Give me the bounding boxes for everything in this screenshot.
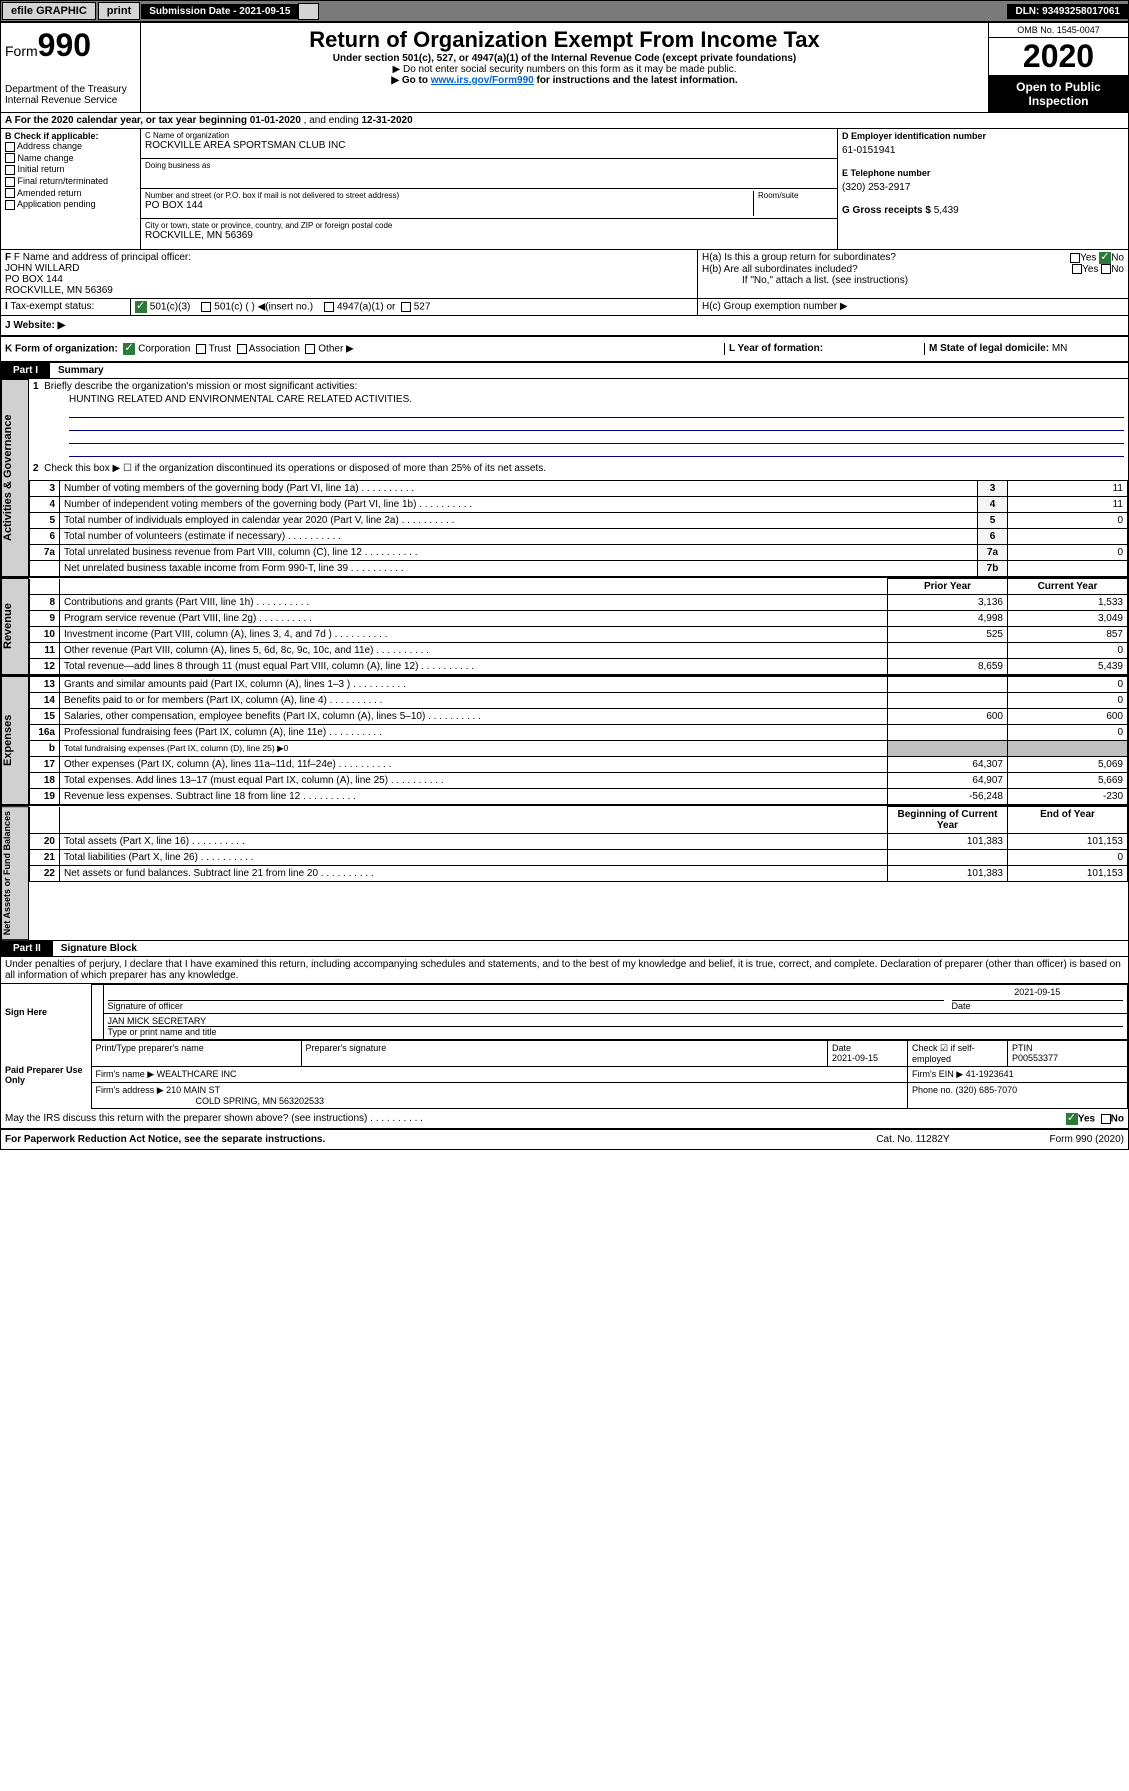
initial-return-checkbox[interactable] [5, 165, 15, 175]
final-return-checkbox[interactable] [5, 177, 15, 187]
discuss-yes-checkbox [1066, 1113, 1078, 1125]
tax-year: 2020 [989, 38, 1128, 76]
top-toolbar: efile GRAPHIC print Submission Date - 20… [0, 0, 1129, 22]
netassets-table: Beginning of Current YearEnd of Year20To… [29, 806, 1128, 882]
domicile-state: MN [1052, 343, 1068, 354]
period-row: A For the 2020 calendar year, or tax yea… [1, 113, 1128, 129]
efile-button[interactable]: efile GRAPHIC [2, 2, 96, 20]
name-change-checkbox[interactable] [5, 153, 15, 163]
revenue-table: Prior YearCurrent Year8Contributions and… [29, 578, 1128, 675]
form-title: Return of Organization Exempt From Incom… [145, 27, 984, 53]
officer-name: JOHN WILLARD [5, 263, 693, 274]
officer-addr1: PO BOX 144 [5, 274, 693, 285]
section-c: C Name of organization ROCKVILLE AREA SP… [141, 129, 838, 249]
firm-addr: 210 MAIN ST [166, 1085, 220, 1095]
k-row: K Form of organization: Corporation Trus… [1, 337, 1128, 363]
section-b: B Check if applicable: Address change Na… [1, 129, 141, 249]
org-name: ROCKVILLE AREA SPORTSMAN CLUB INC [145, 140, 833, 151]
dln-label: DLN: 93493258017061 [1007, 4, 1128, 19]
section-d: D Employer identification number 61-0151… [838, 129, 1128, 249]
group-return-no-checkbox [1099, 252, 1111, 264]
governance-section: Activities & Governance 1 Briefly descri… [1, 379, 1128, 578]
corp-checkbox [123, 343, 135, 355]
city-state-zip: ROCKVILLE, MN 56369 [145, 230, 833, 241]
irs-label: Internal Revenue Service [5, 95, 136, 106]
form-990: Form990 Department of the Treasury Inter… [0, 22, 1129, 1150]
paid-preparer-block: Paid Preparer Use Only Print/Type prepar… [1, 1040, 1128, 1109]
form-goto: ▶ Go to www.irs.gov/Form990 for instruct… [145, 75, 984, 86]
firm-phone: (320) 685-7070 [956, 1085, 1018, 1095]
addr-change-checkbox[interactable] [5, 142, 15, 152]
officer-printed-name: JAN MICK SECRETARY [108, 1016, 1124, 1027]
submission-blank [298, 3, 319, 20]
sign-here-block: Sign Here Signature of officer 2021-09-1… [1, 984, 1128, 1040]
expenses-section: Expenses 13Grants and similar amounts pa… [1, 676, 1128, 806]
expenses-table: 13Grants and similar amounts paid (Part … [29, 676, 1128, 805]
firm-name: WEALTHCARE INC [157, 1069, 237, 1079]
telephone: (320) 253-2917 [842, 178, 1124, 205]
governance-label: Activities & Governance [1, 379, 29, 577]
website-row: J Website: ▶ [1, 316, 1128, 337]
mission-text: HUNTING RELATED AND ENVIRONMENTAL CARE R… [29, 394, 1128, 405]
prep-date: 2021-09-15 [832, 1053, 903, 1063]
print-button[interactable]: print [98, 2, 140, 20]
perjury-declaration: Under penalties of perjury, I declare th… [1, 957, 1128, 984]
form-word: Form [5, 43, 38, 59]
amended-return-checkbox[interactable] [5, 188, 15, 198]
ein: 61-0151941 [842, 141, 1124, 168]
irs-link[interactable]: www.irs.gov/Form990 [431, 75, 534, 86]
entity-info-row: B Check if applicable: Address change Na… [1, 129, 1128, 250]
officer-row: F F Name and address of principal office… [1, 250, 1128, 299]
form-header: Form990 Department of the Treasury Inter… [1, 23, 1128, 113]
form-footer: For Paperwork Reduction Act Notice, see … [1, 1130, 1128, 1149]
discuss-row: May the IRS discuss this return with the… [1, 1109, 1128, 1130]
status-row: I Tax-exempt status: 501(c)(3) 501(c) ( … [1, 299, 1128, 316]
app-pending-checkbox[interactable] [5, 200, 15, 210]
governance-table: 3Number of voting members of the governi… [29, 480, 1128, 577]
dept-treasury: Department of the Treasury [5, 84, 136, 95]
open-public-badge: Open to Public Inspection [989, 76, 1128, 112]
form-number: 990 [38, 27, 91, 63]
sign-date: 2021-09-15 [952, 987, 1124, 1001]
form-subtitle: Under section 501(c), 527, or 4947(a)(1)… [145, 53, 984, 64]
revenue-section: Revenue Prior YearCurrent Year8Contribut… [1, 578, 1128, 676]
part1-header: Part ISummary [1, 363, 1128, 379]
part2-header: Part IISignature Block [1, 941, 1128, 957]
submission-date-label: Submission Date - 2021-09-15 [141, 4, 298, 19]
gross-receipts: 5,439 [934, 205, 959, 216]
ptin: P00553377 [1012, 1053, 1123, 1063]
netassets-section: Net Assets or Fund Balances Beginning of… [1, 806, 1128, 941]
omb-number: OMB No. 1545-0047 [989, 23, 1128, 38]
501c3-checkbox [135, 301, 147, 313]
street-address: PO BOX 144 [145, 200, 753, 211]
officer-addr2: ROCKVILLE, MN 56369 [5, 285, 693, 296]
firm-ein: 41-1923641 [966, 1069, 1014, 1079]
form-note-ssn: ▶ Do not enter social security numbers o… [145, 64, 984, 75]
